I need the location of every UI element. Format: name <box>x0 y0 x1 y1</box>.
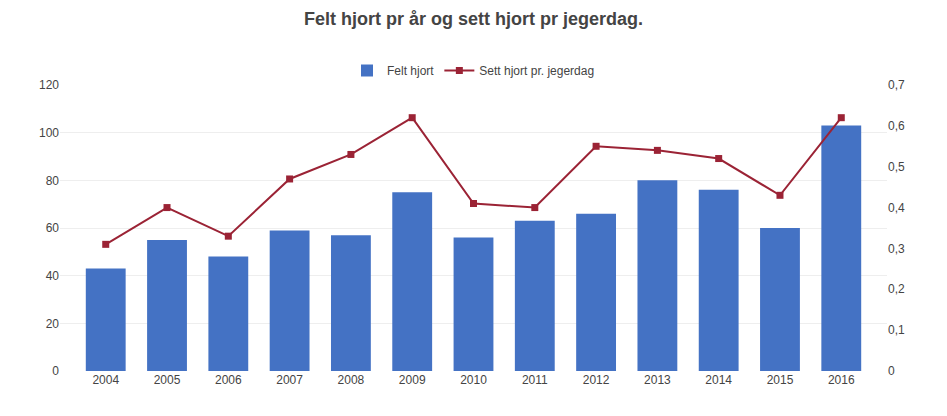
svg-text:0,7: 0,7 <box>888 78 905 92</box>
svg-text:2015: 2015 <box>767 373 794 387</box>
svg-text:40: 40 <box>46 269 60 283</box>
svg-text:120: 120 <box>39 78 59 92</box>
svg-text:60: 60 <box>46 221 60 235</box>
svg-text:100: 100 <box>39 126 59 140</box>
svg-text:2016: 2016 <box>828 373 855 387</box>
svg-text:0,1: 0,1 <box>888 323 905 337</box>
svg-text:Sett hjort pr. jegerdag: Sett hjort pr. jegerdag <box>479 64 594 78</box>
svg-text:20: 20 <box>46 317 60 331</box>
svg-text:0: 0 <box>52 364 59 378</box>
svg-text:0: 0 <box>888 364 895 378</box>
svg-text:2010: 2010 <box>460 373 487 387</box>
svg-text:2014: 2014 <box>705 373 732 387</box>
svg-text:2011: 2011 <box>522 373 548 387</box>
svg-text:2009: 2009 <box>399 373 426 387</box>
svg-text:0,4: 0,4 <box>888 201 905 215</box>
svg-text:2004: 2004 <box>92 373 119 387</box>
svg-text:2013: 2013 <box>644 373 671 387</box>
svg-text:0,5: 0,5 <box>888 160 905 174</box>
svg-text:0,3: 0,3 <box>888 242 905 256</box>
svg-text:2007: 2007 <box>276 373 303 387</box>
svg-text:0,6: 0,6 <box>888 119 905 133</box>
svg-text:2008: 2008 <box>338 373 365 387</box>
svg-text:0,2: 0,2 <box>888 282 905 296</box>
svg-text:2012: 2012 <box>583 373 610 387</box>
svg-text:2005: 2005 <box>154 373 181 387</box>
svg-text:Felt hjort: Felt hjort <box>387 64 434 78</box>
svg-text:2006: 2006 <box>215 373 242 387</box>
svg-text:Felt hjort pr år og sett hjort: Felt hjort pr år og sett hjort pr jegerd… <box>304 9 643 29</box>
svg-text:80: 80 <box>46 174 60 188</box>
